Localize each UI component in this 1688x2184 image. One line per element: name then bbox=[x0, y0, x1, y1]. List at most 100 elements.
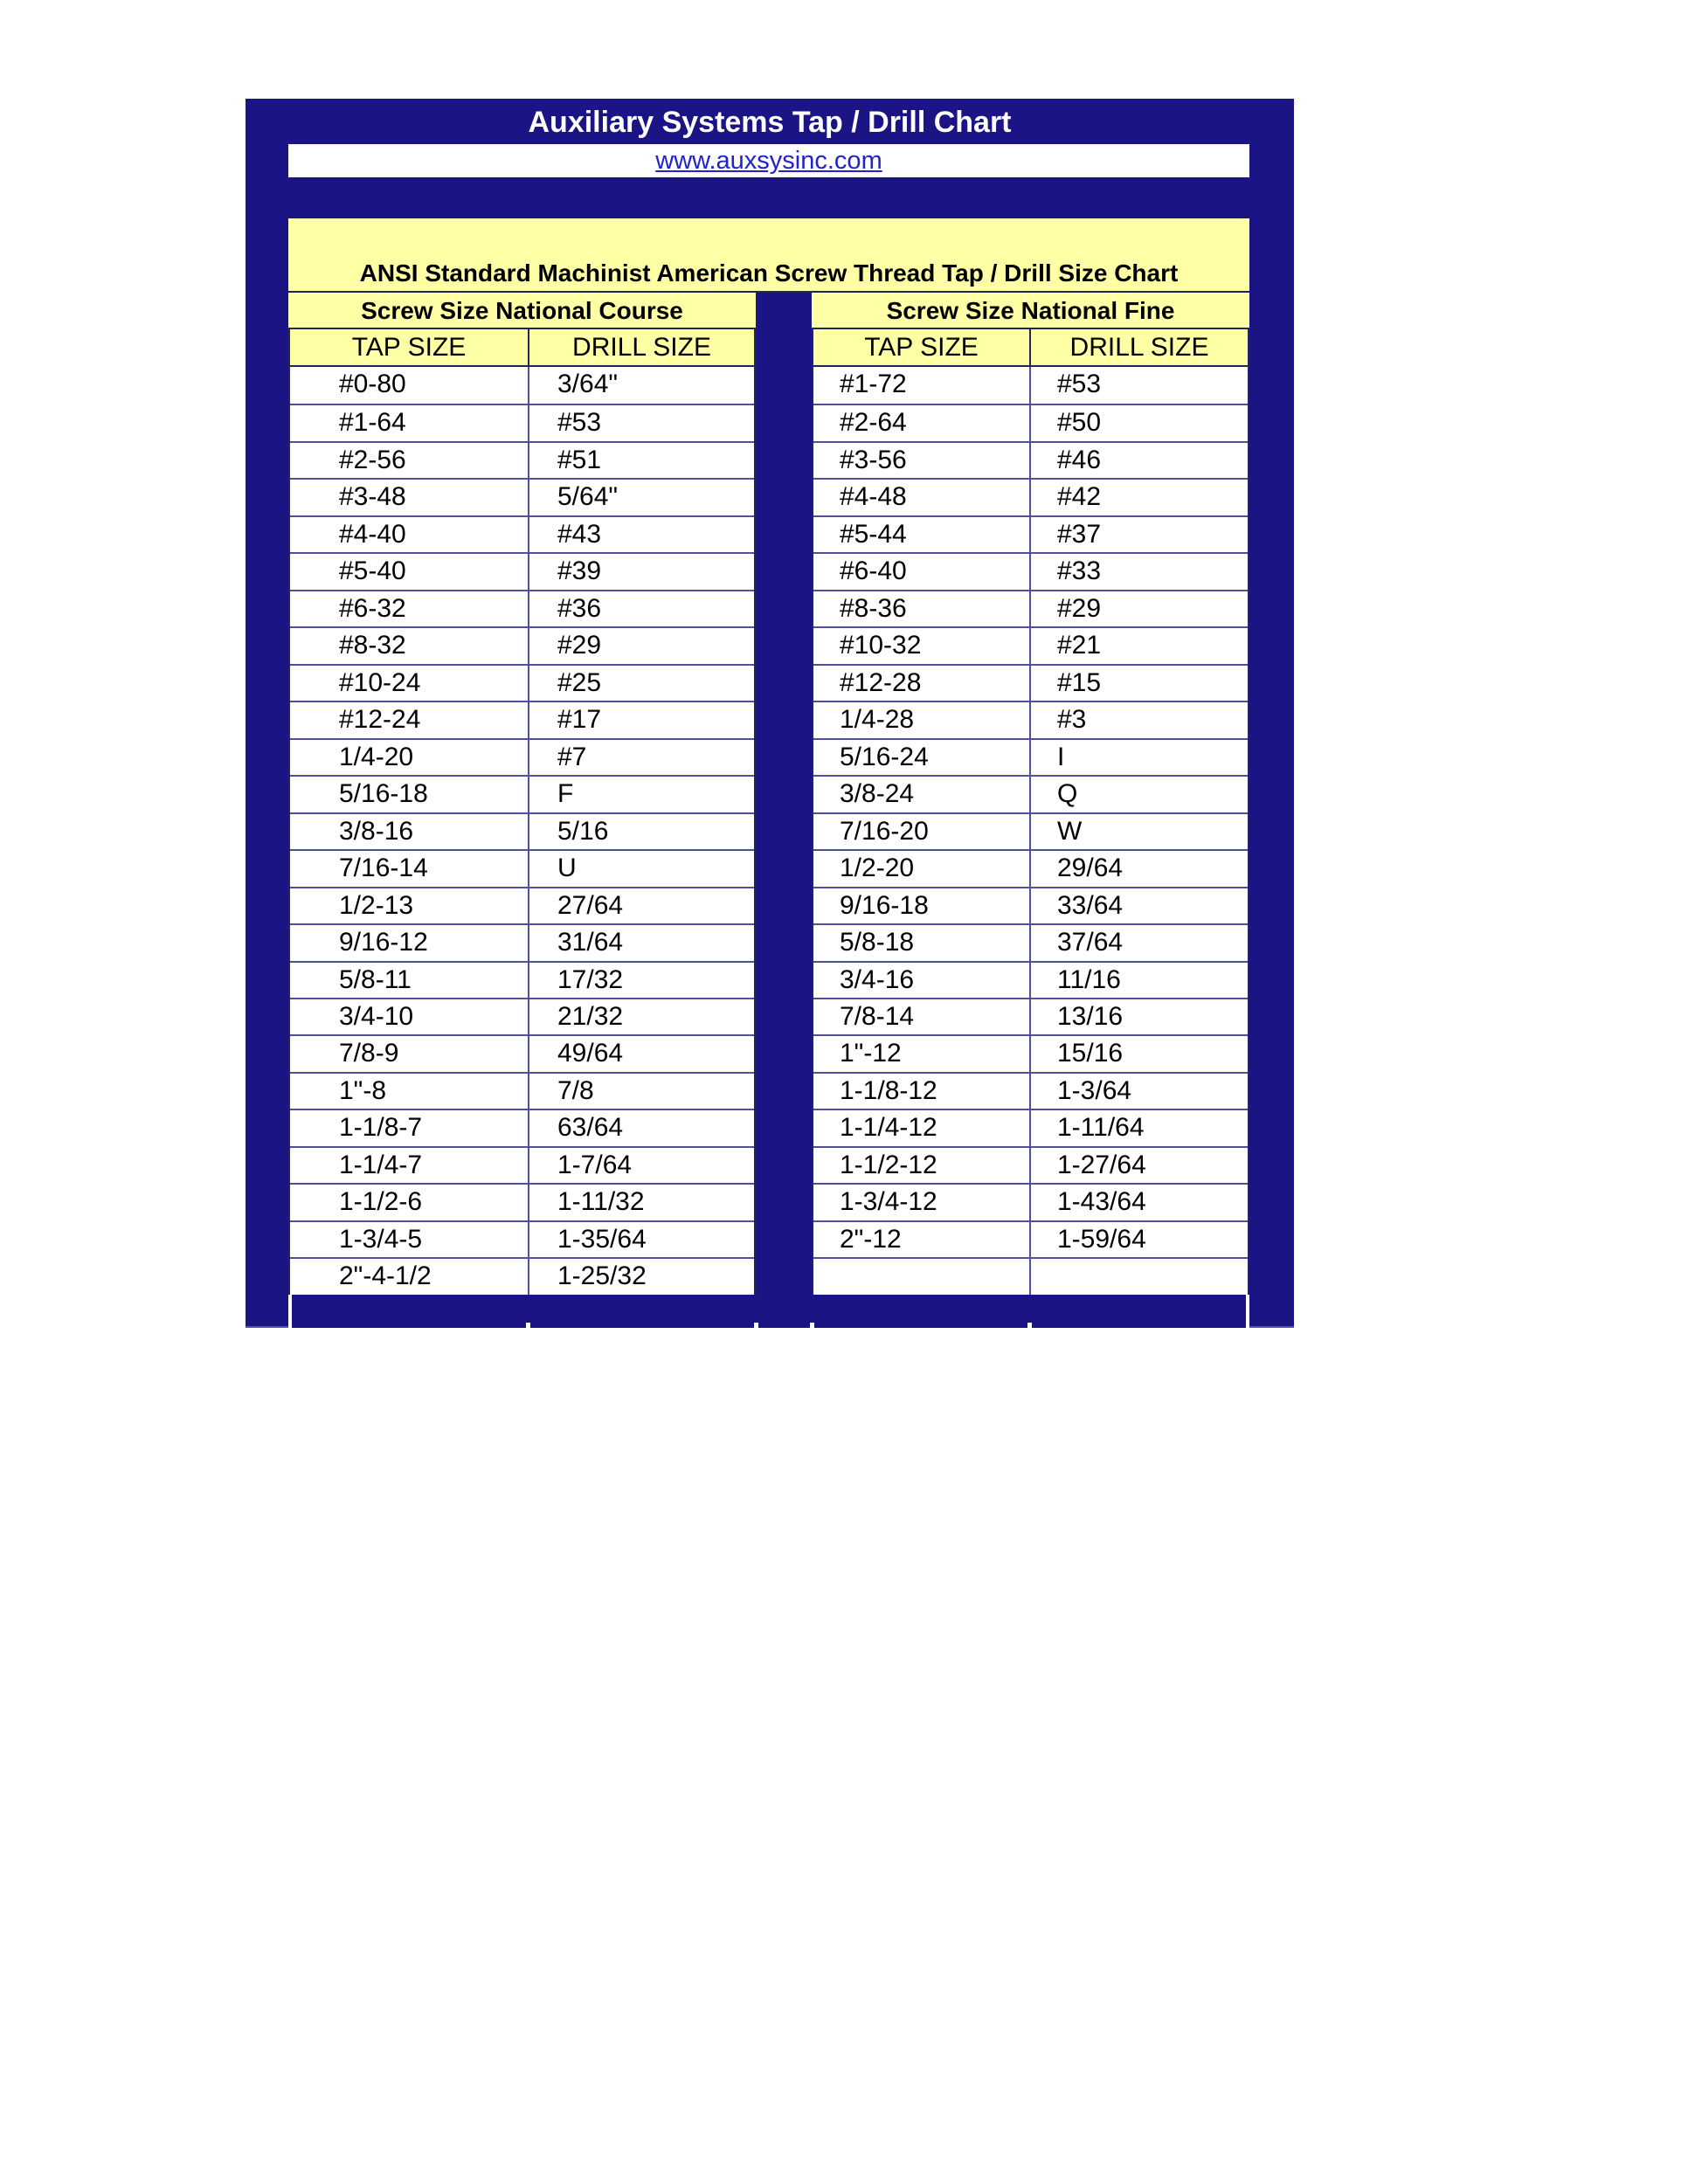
footer-band bbox=[288, 1295, 1249, 1328]
tap-size-cell: #8-36 bbox=[840, 593, 907, 623]
tap-size-cell: 1/4-28 bbox=[840, 705, 915, 735]
drill-size-cell: #33 bbox=[1029, 554, 1248, 590]
drill-size-cell: #29 bbox=[1029, 591, 1248, 627]
table-row: 1-1/2-12 1-27/64 bbox=[813, 1145, 1248, 1184]
table-row: #3-48 5/64" bbox=[290, 478, 754, 515]
drill-size-cell: #25 bbox=[528, 665, 754, 702]
drill-size-cell: 37/64 bbox=[1029, 925, 1248, 961]
drill-size-cell: 3/64" bbox=[528, 367, 754, 404]
table-row: 1/4-20 #7 bbox=[290, 737, 754, 776]
table-row: 1-1/8-12 1-3/64 bbox=[813, 1071, 1248, 1109]
table-row: #4-40 #43 bbox=[290, 515, 754, 553]
website-link[interactable]: www.auxsysinc.com bbox=[655, 147, 882, 175]
table-row: #6-40 #33 bbox=[813, 552, 1248, 590]
tap-size-cell: #1-72 bbox=[840, 370, 907, 398]
table-row: 2"-12 1-59/64 bbox=[813, 1220, 1248, 1258]
table-row: 5/8-11 17/32 bbox=[290, 960, 754, 998]
drill-size-cell: #50 bbox=[1029, 405, 1248, 441]
drill-size-cell: 49/64 bbox=[528, 1036, 754, 1072]
tap-size-cell: 1-1/2-6 bbox=[339, 1187, 423, 1217]
table-row: 3/8-24 Q bbox=[813, 775, 1248, 812]
tap-size-cell: 5/16-18 bbox=[339, 779, 428, 809]
table-row: 5/8-18 37/64 bbox=[813, 923, 1248, 961]
tap-size-cell: #2-64 bbox=[840, 408, 907, 438]
table-row: 1-3/4-5 1-35/64 bbox=[290, 1220, 754, 1258]
drill-size-cell bbox=[1029, 1259, 1248, 1295]
tap-size-cell: #3-56 bbox=[840, 445, 907, 474]
tap-size-cell: #12-28 bbox=[840, 667, 922, 697]
tap-size-cell: #2-56 bbox=[339, 445, 406, 474]
drill-size-cell: 13/16 bbox=[1029, 999, 1248, 1035]
tap-size-cell: 3/8-24 bbox=[840, 779, 915, 809]
table-row: 5/16-18 F bbox=[290, 775, 754, 812]
table-row: 9/16-12 31/64 bbox=[290, 923, 754, 961]
drill-size-cell: 33/64 bbox=[1029, 888, 1248, 924]
table-row: 3/4-16 11/16 bbox=[813, 960, 1248, 998]
table-row: 1"-12 15/16 bbox=[813, 1034, 1248, 1072]
table-row: #12-28 #15 bbox=[813, 663, 1248, 702]
tap-size-cell: #8-32 bbox=[339, 631, 406, 660]
table-row: 7/8-9 49/64 bbox=[290, 1034, 754, 1072]
table-row: #2-64 #50 bbox=[813, 404, 1248, 441]
tap-size-cell bbox=[813, 1259, 1029, 1294]
table-row: #8-32 #29 bbox=[290, 626, 754, 664]
table-row: #6-32 #36 bbox=[290, 589, 754, 627]
table-row: #12-24 #17 bbox=[290, 701, 754, 738]
tap-size-cell: 9/16-18 bbox=[840, 890, 929, 920]
table-row: 3/8-16 5/16 bbox=[290, 812, 754, 850]
table-national-course: TAP SIZE DRILL SIZE #0-80 3/64" #1-64 #53 #2… bbox=[288, 329, 756, 1295]
table-row: #0-80 3/64" bbox=[290, 367, 754, 404]
drill-size-cell: #36 bbox=[528, 591, 754, 627]
drill-size-cell: #51 bbox=[528, 442, 754, 479]
table-row: #5-40 #39 bbox=[290, 552, 754, 590]
drill-size-cell: 1-59/64 bbox=[1029, 1221, 1248, 1258]
section-header-national-course: Screw Size National Course bbox=[288, 293, 756, 329]
table-row: #5-44 #37 bbox=[813, 515, 1248, 553]
drill-size-cell: W bbox=[1029, 813, 1248, 850]
tick-mark bbox=[810, 1323, 814, 1328]
tap-size-cell: #5-44 bbox=[840, 519, 907, 549]
table-row: 1/4-28 #3 bbox=[813, 701, 1248, 738]
tap-size-cell: 3/8-16 bbox=[339, 816, 414, 846]
tap-size-cell: 1/2-20 bbox=[840, 854, 915, 883]
tap-size-cell: 7/16-20 bbox=[840, 816, 929, 846]
table-row: 1-1/2-6 1-11/32 bbox=[290, 1183, 754, 1220]
drill-size-cell: U bbox=[528, 851, 754, 887]
drill-size-cell: 5/16 bbox=[528, 813, 754, 850]
tap-size-cell: 2"-4-1/2 bbox=[339, 1261, 432, 1291]
tap-size-cell: 1-1/4-7 bbox=[339, 1150, 423, 1179]
drill-size-cell: 1-11/64 bbox=[1029, 1110, 1248, 1146]
drill-size-cell: #39 bbox=[528, 554, 754, 590]
tap-size-column-header: TAP SIZE bbox=[351, 333, 467, 362]
tap-size-cell: 1-3/4-5 bbox=[339, 1224, 423, 1254]
tap-size-cell: 2"-12 bbox=[840, 1224, 902, 1254]
drill-size-cell: 11/16 bbox=[1029, 962, 1248, 998]
drill-size-cell: 1-27/64 bbox=[1029, 1147, 1248, 1184]
table-row: 1/2-13 27/64 bbox=[290, 886, 754, 924]
drill-size-cell: 17/32 bbox=[528, 962, 754, 998]
tap-drill-chart: Auxiliary Systems Tap / Drill Chart www.… bbox=[246, 99, 1294, 1328]
tap-size-cell: 1/4-20 bbox=[339, 742, 414, 771]
table-national-fine: TAP SIZE DRILL SIZE #1-72 #53 #2-64 #50 #3-5… bbox=[812, 329, 1249, 1295]
tap-size-cell: #6-40 bbox=[840, 556, 907, 586]
table-header-row: TAP SIZE DRILL SIZE bbox=[290, 329, 754, 367]
table-row: #4-48 #42 bbox=[813, 478, 1248, 515]
drill-size-cell: 7/8 bbox=[528, 1073, 754, 1109]
footer-bar bbox=[292, 1295, 1246, 1328]
tap-size-cell: #4-48 bbox=[840, 482, 907, 512]
table-body: #0-80 3/64" #1-64 #53 #2-56 #51 #3-48 5/64" #4-4… bbox=[290, 367, 754, 1295]
table-row: 1-3/4-12 1-43/64 bbox=[813, 1183, 1248, 1220]
table-row: #10-32 #21 bbox=[813, 626, 1248, 664]
drill-size-cell: #53 bbox=[528, 405, 754, 441]
drill-size-column-header: DRILL SIZE bbox=[528, 329, 754, 365]
tap-size-cell: 1-1/2-12 bbox=[840, 1150, 937, 1179]
drill-size-cell: #17 bbox=[528, 702, 754, 738]
drill-size-cell: #53 bbox=[1029, 367, 1248, 404]
drill-size-cell: 1-11/32 bbox=[528, 1185, 754, 1220]
tap-size-cell: #10-32 bbox=[840, 631, 922, 660]
drill-size-cell: 29/64 bbox=[1029, 851, 1248, 887]
tap-size-cell: #6-32 bbox=[339, 593, 406, 623]
tap-size-cell: 5/8-18 bbox=[840, 928, 915, 957]
table-row: #10-24 #25 bbox=[290, 663, 754, 702]
tick-mark bbox=[754, 1323, 758, 1328]
